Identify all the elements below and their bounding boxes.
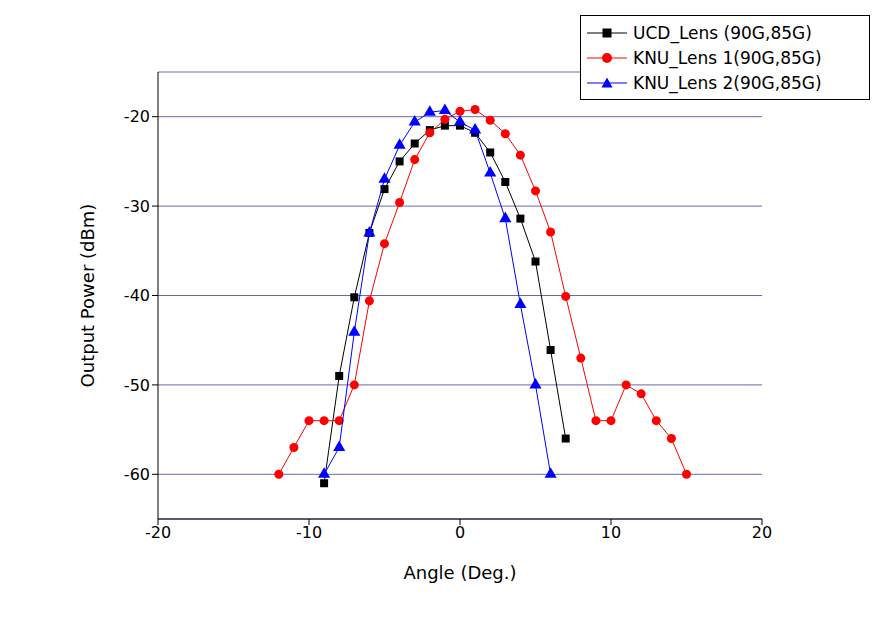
svg-text:-20: -20	[145, 523, 171, 542]
svg-text:-10: -10	[296, 523, 322, 542]
svg-text:-30: -30	[124, 197, 150, 216]
svg-text:0: 0	[455, 523, 465, 542]
svg-text:-40: -40	[124, 286, 150, 305]
svg-text:Angle (Deg.): Angle (Deg.)	[403, 562, 516, 583]
html-text:KNU_Lens 1(90G,85G): KNU_Lens 1(90G,85G)	[633, 47, 822, 68]
svg-text:-50: -50	[124, 376, 150, 395]
svg-text:-60: -60	[124, 465, 150, 484]
svg-text:10: 10	[601, 523, 621, 542]
svg-text:-20: -20	[124, 107, 150, 126]
html-text:KNU_Lens 2(90G,85G): KNU_Lens 2(90G,85G)	[633, 72, 822, 93]
svg-text:Output Power (dBm): Output Power (dBm)	[77, 204, 98, 388]
svg-text:20: 20	[752, 523, 772, 542]
html-text:UCD_Lens (90G,85G): UCD_Lens (90G,85G)	[633, 22, 812, 43]
